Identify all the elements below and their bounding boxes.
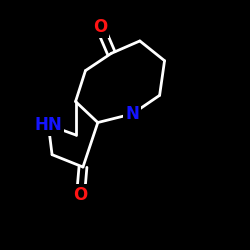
Text: O: O [74, 186, 88, 204]
Text: O: O [93, 18, 108, 36]
Text: N: N [126, 105, 139, 123]
Text: HN: HN [34, 116, 62, 134]
